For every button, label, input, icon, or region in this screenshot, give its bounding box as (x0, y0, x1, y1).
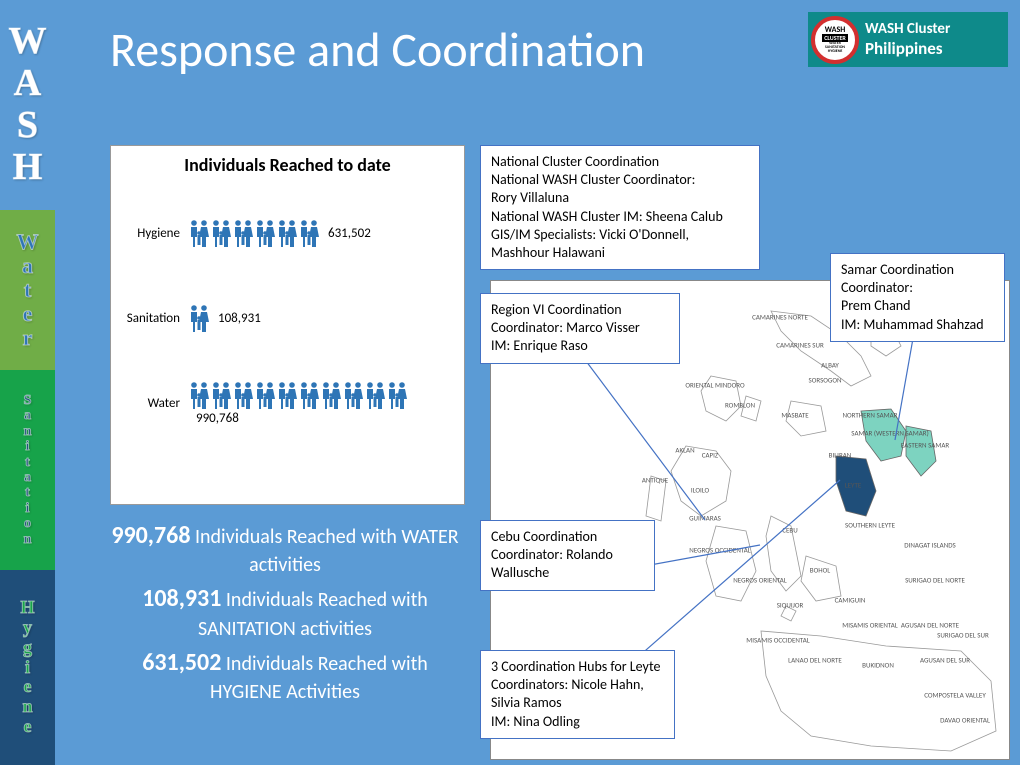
map-label: ANTIQUE (642, 476, 668, 485)
map-label: SURIGAO DEL SUR (937, 631, 989, 640)
map-label: SORSOGON (809, 376, 842, 385)
map-label: MISAMIS ORIENTAL (842, 621, 898, 630)
map-label: SIQUIJOR (777, 601, 804, 610)
sidebar-wash-acronym: WASHWaterSanitationHygiene (0, 0, 55, 765)
chart-title: Individuals Reached to date (111, 146, 464, 191)
chart-row-value: 108,931 (218, 311, 261, 326)
person-family-icon (254, 381, 276, 411)
person-family-icon (364, 381, 386, 411)
sidebar-seg-sanitation: Sanitation (0, 370, 55, 570)
chart-row-sanitation: Sanitation 108,931 (111, 276, 464, 361)
chart-row-value: 990,768 (196, 411, 239, 426)
map-label: CEBU (782, 526, 797, 535)
individuals-reached-chart: Individuals Reached to date Hygiene (110, 145, 465, 505)
map-label: DAVAO ORIENTAL (940, 716, 990, 725)
logo-text: WASH Cluster Philippines (865, 20, 950, 59)
person-family-icon (276, 381, 298, 411)
chart-row-label: Hygiene (123, 226, 188, 241)
callout-samar: Samar CoordinationCoordinator:Prem Chand… (830, 253, 1005, 342)
sidebar-seg-hygiene: Hygiene (0, 570, 55, 765)
map-label: SURIGAO DEL NORTE (905, 576, 965, 585)
person-family-icon (232, 219, 254, 249)
map-label: AKLAN (675, 446, 694, 455)
person-family-icon (342, 381, 364, 411)
map-label: BOHOL (810, 566, 830, 575)
map-label: ILOILO (691, 486, 709, 495)
person-family-icon (232, 381, 254, 411)
stat-line: 108,931 Individuals Reached with SANITAT… (110, 583, 460, 642)
person-family-icon (188, 304, 210, 334)
map-label: GUIMARAS (689, 514, 721, 523)
map-label: COMPOSTELA VALLEY (924, 691, 986, 700)
callout-national: National Cluster CoordinationNational WA… (480, 145, 760, 270)
map-label: ROMBLON (725, 401, 755, 410)
person-family-icon (320, 381, 342, 411)
map-label: LANAO DEL NORTE (788, 656, 842, 665)
summary-stats: 990,768 Individuals Reached with WATER a… (110, 520, 460, 710)
chart-row-label: Sanitation (123, 311, 188, 326)
chart-row-icons: 990,768 (188, 381, 452, 426)
logo-badge-icon: WASH CLUSTER WATERSANITATIONHYGIENE (811, 16, 859, 64)
map-label: AGUSAN DEL SUR (920, 656, 970, 665)
map-label: NEGROS OCCIDENTAL (689, 546, 750, 555)
page-title: Response and Coordination (110, 20, 645, 79)
chart-row-value: 631,502 (328, 226, 371, 241)
callout-cebu: Cebu CoordinationCoordinator: RolandoWal… (480, 520, 655, 591)
callout-leyte: 3 Coordination Hubs for LeyteCoordinator… (480, 650, 675, 739)
person-family-icon (298, 219, 320, 249)
map-label: CAMIGUIN (835, 596, 866, 605)
map-label: MISAMIS OCCIDENTAL (746, 636, 809, 645)
person-family-icon (188, 219, 210, 249)
person-family-icon (298, 381, 320, 411)
callout-region6: Region VI CoordinationCoordinator: Marco… (480, 293, 680, 364)
map-label: SOUTHERN LEYTE (845, 521, 895, 530)
chart-row-label: Water (123, 396, 188, 411)
sidebar-seg-water: Water (0, 210, 55, 370)
map-label: SAMAR (WESTERN SAMAR) (851, 429, 928, 438)
map-label: ALBAY (821, 361, 839, 370)
map-label: BUKIDNON (862, 661, 894, 670)
map-label: CAMARINES NORTE (752, 313, 808, 322)
sidebar-seg-wash: WASH (0, 0, 55, 210)
stat-line: 631,502 Individuals Reached with HYGIENE… (110, 647, 460, 706)
map-label: ORIENTAL MINDORO (685, 381, 744, 390)
map-label: CAMARINES SUR (776, 341, 824, 350)
person-family-icon (188, 381, 210, 411)
person-family-icon (210, 381, 232, 411)
stat-line: 990,768 Individuals Reached with WATER a… (110, 520, 460, 579)
map-label: NEGROS ORIENTAL (733, 576, 786, 585)
map-label: BILIRAN (829, 451, 852, 460)
map-label: LEYTE (845, 481, 862, 490)
chart-row-icons: 108,931 (188, 304, 452, 334)
map-label: DINAGAT ISLANDS (904, 541, 956, 550)
person-family-icon (210, 219, 232, 249)
map-label: AGUSAN DEL NORTE (901, 621, 959, 630)
person-family-icon (254, 219, 276, 249)
person-family-icon (386, 381, 408, 411)
person-family-icon (276, 219, 298, 249)
chart-row-icons: 631,502 (188, 219, 452, 249)
map-label: MASBATE (781, 411, 808, 420)
map-label: EASTERN SAMAR (901, 441, 949, 450)
chart-row-water: Water (111, 361, 464, 446)
chart-row-hygiene: Hygiene (111, 191, 464, 276)
wash-cluster-logo: WASH CLUSTER WATERSANITATIONHYGIENE WASH… (808, 12, 1008, 67)
map-label: CAPIZ (702, 451, 718, 460)
map-label: NORTHERN SAMAR (842, 411, 897, 420)
